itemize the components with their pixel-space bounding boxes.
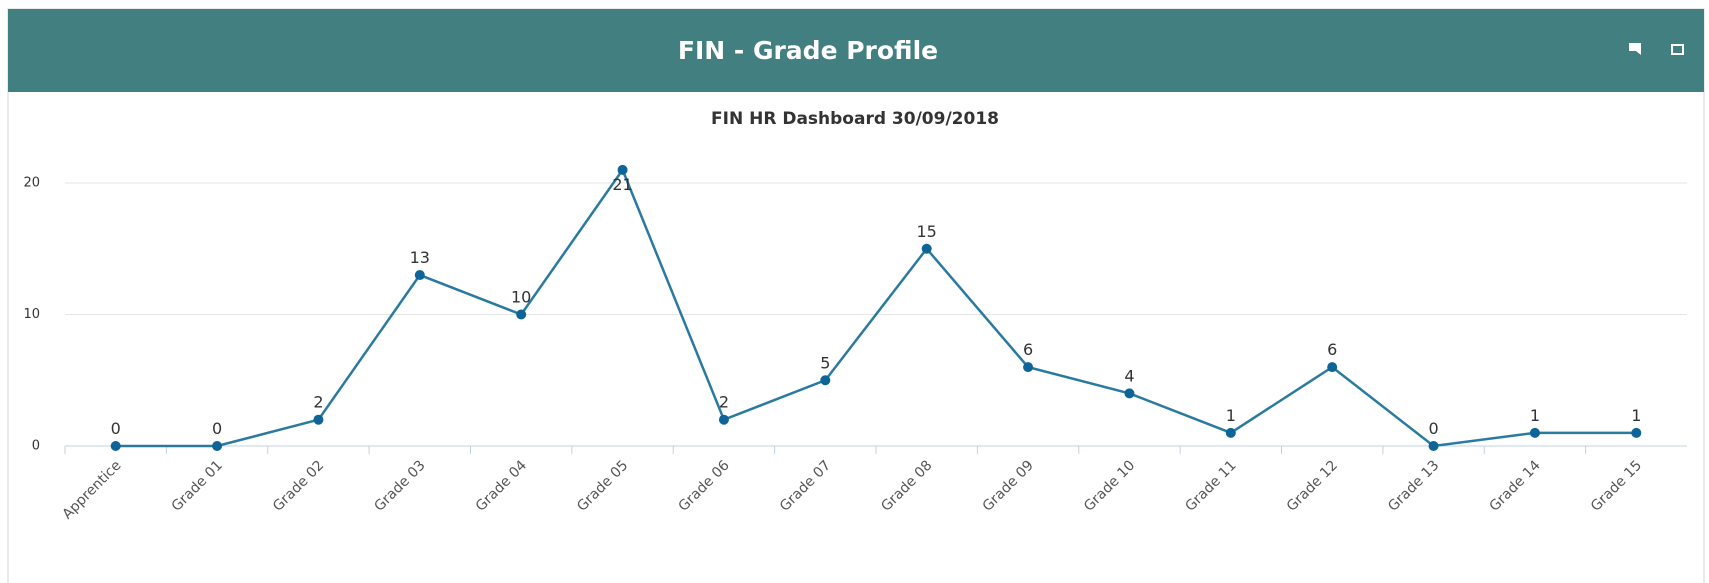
maximize-icon[interactable]	[1671, 44, 1684, 55]
data-label: 21	[612, 175, 632, 194]
data-label: 0	[111, 419, 121, 438]
data-point	[1225, 427, 1236, 438]
data-point	[617, 164, 628, 175]
data-point	[1631, 427, 1642, 438]
panel-title: FIN - Grade Profile	[678, 36, 938, 65]
y-tick-label: 20	[23, 176, 40, 191]
data-label: 0	[1428, 419, 1438, 438]
data-point	[1023, 362, 1034, 373]
data-label: 5	[820, 353, 830, 372]
data-point	[1428, 441, 1439, 451]
data-point	[820, 375, 831, 386]
y-tick-label: 0	[32, 439, 40, 454]
data-point	[1124, 388, 1135, 399]
data-label: 1	[1226, 406, 1236, 425]
data-point	[313, 414, 324, 425]
data-point	[414, 270, 425, 281]
data-label: 6	[1023, 340, 1033, 359]
data-label: 0	[212, 419, 222, 438]
data-label: 2	[719, 393, 729, 412]
panel-header	[8, 9, 1704, 92]
data-label: 1	[1530, 406, 1540, 425]
data-label: 10	[511, 288, 531, 307]
series-line	[115, 167, 1637, 448]
chart-title: FIN HR Dashboard 30/09/2018	[711, 109, 999, 129]
data-point	[1529, 427, 1540, 438]
data-point	[110, 441, 121, 451]
data-label: 4	[1124, 366, 1134, 385]
data-point	[212, 441, 223, 451]
data-point	[921, 243, 932, 254]
data-point	[718, 414, 729, 425]
data-label: 13	[410, 248, 430, 267]
data-point	[1327, 362, 1338, 373]
data-label: 2	[313, 393, 323, 412]
data-label: 6	[1327, 340, 1337, 359]
data-label: 15	[917, 222, 937, 241]
panel-border	[7, 8, 1705, 583]
data-point	[516, 309, 527, 320]
y-tick-label: 10	[23, 307, 40, 322]
comment-icon[interactable]	[1629, 43, 1641, 55]
data-label: 1	[1631, 406, 1641, 425]
